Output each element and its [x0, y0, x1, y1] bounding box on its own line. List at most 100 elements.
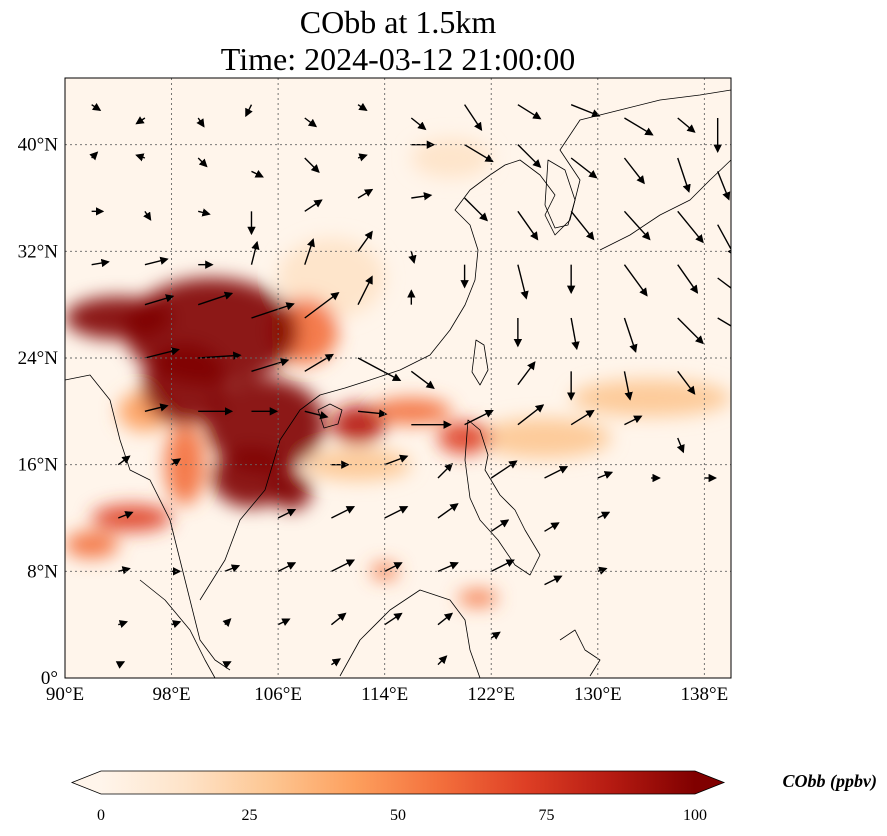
coastline-korea [544, 159, 576, 229]
wind-arrow-32 [411, 192, 433, 201]
wind-arrow-30 [304, 199, 323, 212]
colorbar-min-extension [72, 771, 101, 794]
colorbar-tick-label-1: 25 [242, 807, 258, 824]
wind-arrow-114 [222, 618, 232, 627]
wind-arrow-40 [144, 256, 169, 266]
map-title: CObb at 1.5km [300, 4, 497, 40]
wind-arrow-34 [517, 210, 539, 241]
wind-arrow-109 [490, 559, 515, 572]
wind-arrow-67 [357, 357, 402, 382]
wind-arrow-72 [677, 370, 696, 395]
colorbar-body [101, 771, 695, 794]
wind-arrow-11 [677, 117, 696, 133]
x-axis-ticks: 90°E 98°E 106°E 114°E 122°E 130°E 138°E [46, 684, 728, 705]
colorbar-tick-label-3: 75 [539, 807, 555, 824]
plume-17 [65, 296, 172, 340]
wind-arrow-8 [517, 104, 542, 120]
colorbar-label: CObb (ppbv) [783, 771, 877, 792]
colorbar-tick-label-2: 50 [390, 807, 406, 824]
wind-arrow-52 [144, 294, 175, 306]
y-axis-ticks: 0° 8°N 16°N 24°N 32°N 40°N [18, 135, 59, 689]
wind-arrow-63 [144, 347, 180, 359]
wind-arrow-45 [408, 251, 417, 264]
colorbar-max-extension [695, 771, 724, 794]
wind-arrow-37 [677, 210, 704, 244]
wind-arrow-42 [250, 240, 260, 265]
plume-13 [437, 422, 492, 454]
wind-arrow-85 [171, 458, 182, 467]
wind-arrow-80 [517, 404, 545, 426]
map-subtitle: Time: 2024-03-12 21:00:00 [221, 41, 575, 77]
wind-arrow-1 [135, 116, 146, 125]
wind-arrow-20 [464, 144, 494, 163]
wind-arrow-119 [490, 631, 501, 640]
coastline-philippines [464, 419, 541, 576]
map-panel [64, 77, 732, 679]
wind-arrow-3 [245, 104, 253, 118]
wind-arrow-116 [330, 612, 347, 626]
y-tick-label-5: 40°N [18, 135, 59, 156]
wind-arrow-111 [597, 566, 608, 575]
x-tick-label-2: 106°E [254, 684, 302, 705]
map-frame [64, 77, 732, 679]
coastline-asia-mainland [65, 89, 731, 671]
wind-arrow-36 [623, 210, 651, 241]
wind-arrow-5 [357, 102, 368, 112]
concentration-field [65, 138, 731, 606]
coastline-hainan [317, 403, 343, 429]
plume-12 [91, 504, 172, 532]
wind-arrow-102 [118, 566, 131, 575]
wind-arrow-123 [437, 655, 448, 666]
wind-arrow-50 [677, 264, 699, 294]
wind-arrow-73 [144, 403, 169, 413]
wind-arrow-113 [171, 620, 182, 629]
wind-arrow-66 [304, 353, 334, 372]
wind-arrow-59 [570, 317, 580, 351]
wind-arrow-97 [384, 506, 409, 519]
wind-arrow-105 [277, 562, 297, 572]
wind-arrow-81 [570, 409, 595, 426]
wind-arrow-96 [331, 506, 356, 519]
wind-arrow-4 [304, 117, 318, 128]
wind-arrow-56 [357, 275, 373, 305]
plume-11 [164, 424, 205, 505]
plume-14 [331, 404, 385, 445]
plume-2 [571, 379, 731, 417]
y-tick-label-2: 16°N [18, 455, 59, 476]
wind-arrow-89 [490, 460, 518, 479]
wind-arrow-101 [597, 511, 611, 520]
y-tick-label-0: 0° [41, 668, 58, 689]
wind-arrow-120 [115, 661, 126, 669]
plume-1 [278, 238, 385, 318]
wind-arrow-69 [517, 361, 536, 386]
wind-arrow-100 [544, 522, 560, 532]
wind-arrow-88 [437, 463, 453, 479]
wind-arrow-83 [676, 437, 685, 454]
wind-arrow-51 [717, 277, 731, 289]
wind-arrow-2 [196, 117, 205, 128]
wind-arrow-82 [624, 415, 643, 426]
colorbar: 0 25 50 75 100 CObb (ppbv) [70, 770, 877, 824]
plume-4 [304, 448, 412, 481]
wind-arrow-0 [91, 102, 102, 112]
plume-19 [204, 378, 325, 472]
wind-arrow-106 [331, 559, 356, 572]
wind-arrow-90 [544, 466, 569, 479]
wind-arrow-27 [143, 210, 152, 221]
wind-arrow-65 [251, 358, 290, 373]
wind-arrow-10 [624, 117, 654, 136]
wind-arrow-71 [623, 371, 633, 401]
plume-20 [271, 472, 312, 511]
x-tick-label-0: 90°E [46, 684, 84, 705]
coastline-borneo [339, 589, 481, 678]
wind-arrow-76 [304, 410, 329, 420]
x-tick-label-5: 130°E [574, 684, 622, 705]
wind-arrow-94 [118, 511, 134, 519]
coastline-sulawesi [559, 629, 601, 677]
wind-arrow-115 [277, 618, 291, 626]
wind-arrow-54 [251, 302, 295, 319]
coastline-japan [599, 159, 731, 251]
wind-arrow-25 [717, 171, 731, 201]
colorbar-ticks: 0 25 50 75 100 [97, 807, 707, 824]
wind-arrow-61 [677, 317, 704, 345]
